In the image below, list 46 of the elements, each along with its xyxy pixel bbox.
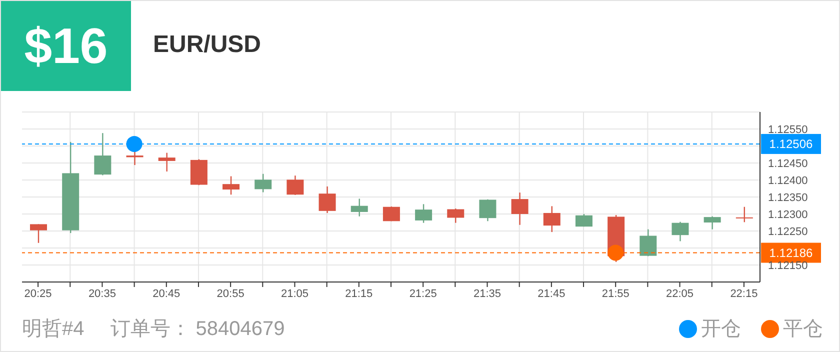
x-tick-label: 21:15 <box>345 288 373 300</box>
candlestick <box>640 228 657 257</box>
x-tick-label: 21:55 <box>602 288 630 300</box>
candlestick <box>543 206 560 233</box>
x-tick-label: 20:55 <box>216 288 244 300</box>
candlestick <box>222 176 240 196</box>
x-tick-label: 21:25 <box>409 288 437 300</box>
candlestick <box>254 173 272 193</box>
x-tick-label: 22:15 <box>730 288 758 300</box>
candlestick <box>94 132 112 176</box>
ref-line-label: 1.12186 <box>769 246 814 260</box>
candlestick <box>447 208 464 224</box>
y-tick-label: 1.12250 <box>768 226 808 238</box>
x-tick-label: 20:25 <box>24 288 52 300</box>
candlestick <box>704 216 721 230</box>
y-tick-label: 1.12150 <box>768 260 808 272</box>
y-tick-label: 1.12300 <box>768 208 808 221</box>
x-tick-label: 22:05 <box>666 288 694 300</box>
candlestick <box>350 198 368 217</box>
text: 订单号： 58404679 <box>110 318 285 340</box>
candlestick <box>286 174 304 196</box>
candlestick <box>736 206 753 223</box>
y-tick-label: 1.12400 <box>768 174 808 187</box>
legend-label: 平仓 <box>783 317 823 342</box>
chart-title: EUR/USD <box>153 31 262 59</box>
y-tick-label: 1.12550 <box>768 124 808 136</box>
text: $16 <box>1 1 131 91</box>
candlestick <box>158 152 176 172</box>
candlestick <box>382 206 400 222</box>
candlestick <box>318 186 336 214</box>
candlestick <box>30 224 47 244</box>
ref-line-label: 1.12506 <box>769 136 814 151</box>
x-tick-label: 21:35 <box>473 288 502 300</box>
candlestick <box>575 213 592 228</box>
y-tick-label: 1.12450 <box>768 158 808 170</box>
x-tick-label: 20:35 <box>88 288 116 300</box>
y-tick-label: 1.12350 <box>768 192 808 204</box>
x-tick-label: 20:45 <box>152 288 180 300</box>
candlestick <box>672 221 689 242</box>
legend-label: 开仓 <box>701 317 741 342</box>
candlestick <box>415 204 432 224</box>
candlestick <box>479 198 496 222</box>
candlestick <box>511 192 528 226</box>
x-tick-label: 21:05 <box>280 288 309 300</box>
x-tick-label: 21:45 <box>538 288 566 300</box>
text: 明哲#4 <box>22 318 84 340</box>
